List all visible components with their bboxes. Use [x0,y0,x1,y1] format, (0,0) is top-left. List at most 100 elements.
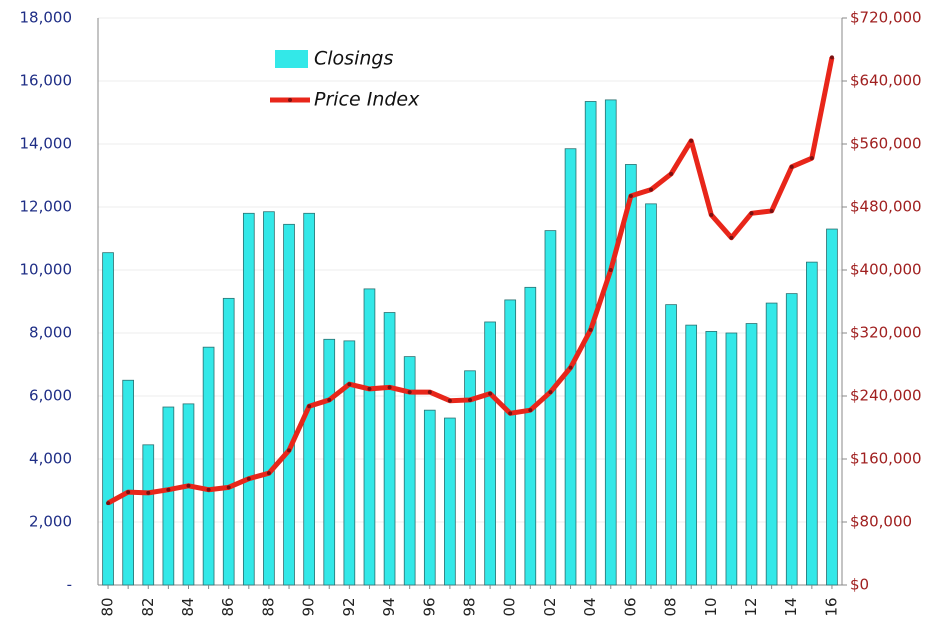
point [548,390,553,395]
point [166,487,171,492]
bar [242,212,255,586]
y2-tick-label: $320,000 [850,324,922,342]
bar [202,346,215,586]
x-tick-label: 00 [501,597,519,616]
point [588,327,593,332]
y-tick-label: 14,000 [20,135,73,153]
point [146,490,151,495]
bar [464,370,476,586]
point [508,411,513,416]
point [447,398,452,403]
y-tick-label: 2,000 [29,513,72,531]
point [608,268,613,272]
point [729,235,734,240]
bar [524,286,537,586]
bar [162,406,175,586]
bar [122,379,134,586]
x-tick-label: 98 [461,597,479,616]
bar [263,211,275,586]
bar [625,164,637,586]
x-tick-label: 02 [541,597,559,616]
point [427,390,432,395]
bar [806,261,818,586]
bar [182,403,195,586]
y2-tick-label: $240,000 [850,387,922,405]
bar [363,288,376,586]
y-tick-label: 18,000 [20,9,73,27]
y2-tick-label: $640,000 [850,72,922,90]
point [488,391,493,396]
bar [745,323,758,586]
bar [142,444,155,586]
point [367,386,372,391]
point [628,193,633,198]
x-tick-label: 88 [259,597,277,616]
y-tick-label: 10,000 [20,261,73,279]
y2-tick-label: $480,000 [850,198,922,216]
bar [444,417,456,586]
bar [343,340,356,586]
x-tick-label: 86 [219,597,237,616]
y-tick-label: 8,000 [29,324,72,342]
x-tick-label: 12 [742,597,760,616]
legend-label: Closings [314,48,393,70]
point [226,485,231,490]
y-tick-label: 12,000 [20,198,73,216]
x-tick-label: 84 [179,597,197,616]
point [246,476,251,481]
y2-tick-label: $0 [850,576,869,594]
point [789,164,794,169]
point [307,404,312,409]
point [709,212,714,217]
x-tick-label: 94 [380,597,398,616]
bar [323,338,336,586]
bar [544,230,557,586]
y-tick-label: 6,000 [29,387,72,405]
x-tick-label: 80 [99,597,117,616]
point [407,390,412,395]
bar [423,409,436,586]
y2-tick-label: $400,000 [850,261,922,279]
x-tick-label: 08 [662,597,680,616]
x-tick-label: 16 [822,597,840,616]
point [749,211,754,216]
bar [604,99,617,586]
y2-tick-label: $160,000 [850,450,922,468]
bar [584,101,597,586]
y-tick-label: - [67,576,72,594]
point [287,448,292,453]
bar [705,331,718,586]
point [206,487,211,492]
bar [785,293,798,586]
legend-swatch [275,50,308,68]
y2-tick-label: $560,000 [850,135,922,153]
bar [725,332,738,586]
bar [665,304,677,586]
y-tick-label: 16,000 [20,72,73,90]
x-tick-label: 82 [139,597,157,616]
bar [765,302,778,586]
point [809,156,814,161]
legend-label: Price Index [314,89,420,111]
point [769,208,774,213]
bar [685,324,698,586]
x-tick-label: 14 [782,597,800,616]
bar [102,252,114,586]
y-tick-label: 4,000 [29,450,72,468]
x-tick-label: 90 [300,597,318,616]
point [327,397,332,402]
y2-tick-label: $720,000 [850,9,922,27]
point [468,397,472,402]
point [387,385,392,390]
point [347,382,352,387]
point [829,55,834,60]
point [126,490,131,495]
point [106,501,111,506]
bar [504,299,517,586]
bar [484,321,496,586]
x-tick-label: 10 [702,597,720,616]
bar [645,203,657,586]
x-tick-label: 92 [340,597,358,616]
bar [303,212,315,586]
